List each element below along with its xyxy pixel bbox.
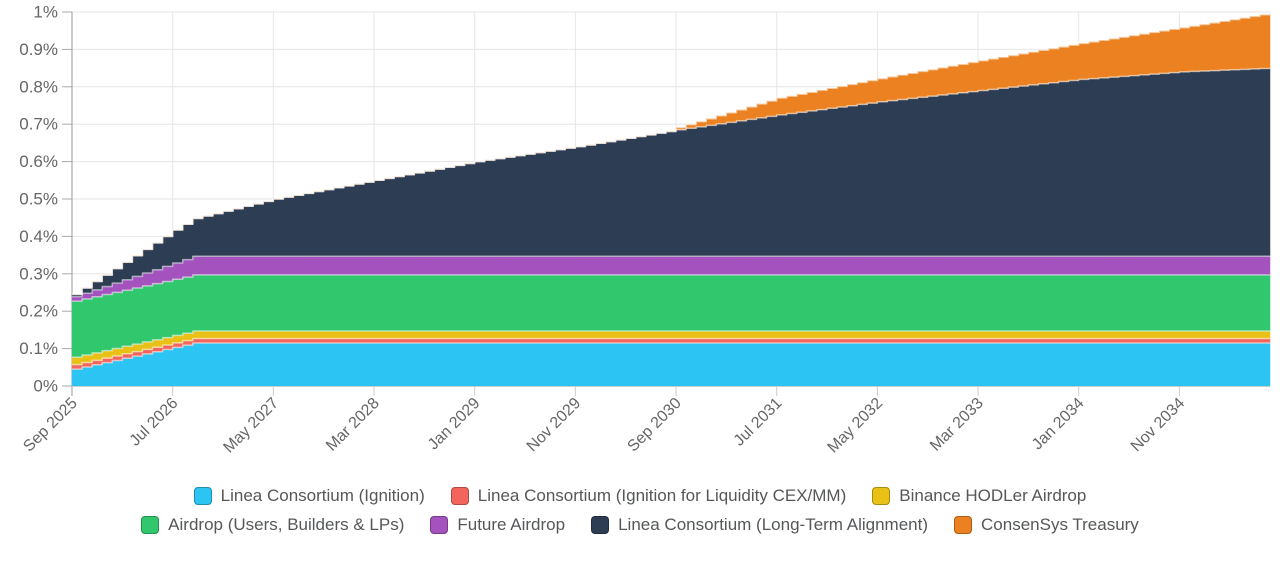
- y-axis-label: 0.9%: [19, 40, 58, 59]
- x-axis-label: Mar 2028: [323, 395, 383, 455]
- chart-legend: Linea Consortium (Ignition) Linea Consort…: [0, 486, 1280, 535]
- legend-row: Linea Consortium (Ignition) Linea Consort…: [193, 486, 1086, 506]
- legend-item-future-airdrop[interactable]: Future Airdrop: [430, 515, 565, 535]
- legend-swatch-ignition-liquidity: [450, 487, 469, 505]
- legend-label: ConsenSys Treasury: [981, 515, 1139, 534]
- y-axis-label: 0.6%: [19, 152, 58, 171]
- chart-svg[interactable]: Sep 2025 Jul 2026 May 2027 Mar 2028 Jan 2029…: [0, 0, 1280, 478]
- legend-label: Linea Consortium (Ignition): [220, 486, 425, 505]
- y-axis-label: 0%: [33, 377, 58, 396]
- legend-swatch-future-airdrop: [430, 516, 449, 534]
- legend-label: Linea Consortium (Long-Term Alignment): [618, 515, 929, 534]
- legend-label: Airdrop (Users, Builders & LPs): [168, 515, 405, 534]
- legend-label: Future Airdrop: [457, 515, 566, 534]
- x-axis-label: Sep 2030: [624, 395, 685, 456]
- y-axis-label: 0.1%: [19, 339, 58, 358]
- x-axis-label: Jul 2026: [127, 395, 182, 450]
- legend-label: Binance HODLer Airdrop: [899, 486, 1087, 505]
- legend-item-ignition-liquidity[interactable]: Linea Consortium (Ignition for Liquidity…: [450, 486, 847, 506]
- y-axis-label: 1%: [33, 3, 58, 22]
- legend-label: Linea Consortium (Ignition for Liquidity…: [477, 486, 847, 505]
- legend-item-long-term[interactable]: Linea Consortium (Long-Term Alignment): [591, 515, 928, 535]
- legend-item-airdrop-users[interactable]: Airdrop (Users, Builders & LPs): [141, 515, 404, 535]
- token-distribution-chart[interactable]: Sep 2025 Jul 2026 May 2027 Mar 2028 Jan 2029…: [0, 0, 1280, 478]
- legend-row: Airdrop (Users, Builders & LPs) Future Ai…: [141, 515, 1139, 535]
- y-axis-label: 0.7%: [19, 115, 58, 134]
- x-axis-label: May 2027: [220, 395, 282, 457]
- y-axis-label: 0.8%: [19, 77, 58, 96]
- x-axis-label: Sep 2025: [20, 395, 81, 456]
- x-axis-label: Mar 2033: [927, 395, 987, 455]
- x-axis-label: Nov 2029: [524, 395, 585, 456]
- y-axis-label: 0.4%: [19, 227, 58, 246]
- y-axis-label: 0.3%: [19, 264, 58, 283]
- series-top-line-ignition: [72, 342, 1270, 370]
- area-series-ignition[interactable]: [71, 342, 1271, 387]
- legend-swatch-airdrop-users: [141, 516, 160, 534]
- legend-swatch-ignition: [193, 487, 212, 505]
- x-axis-label: Jan 2029: [425, 395, 484, 454]
- series-top-line-consensys-treasury: [72, 13, 1271, 296]
- y-axis-label: 0.5%: [19, 190, 58, 209]
- y-axis-label: 0.2%: [19, 302, 58, 321]
- legend-item-binance-hodler[interactable]: Binance HODLer Airdrop: [872, 486, 1086, 506]
- x-axis-label: May 2032: [825, 395, 887, 457]
- series-top-line-binance-hodler: [72, 330, 1270, 358]
- legend-swatch-binance-hodler: [872, 487, 891, 505]
- x-axis-label: Jul 2031: [731, 395, 786, 450]
- series-top-line-ignition-liquidity: [72, 337, 1270, 366]
- x-axis-label: Nov 2034: [1128, 395, 1189, 456]
- series-top-line-airdrop-users: [72, 274, 1270, 302]
- legend-swatch-consensys-treasury: [954, 516, 973, 534]
- legend-item-ignition[interactable]: Linea Consortium (Ignition): [193, 486, 425, 506]
- legend-swatch-long-term: [591, 516, 610, 534]
- series-top-line-future-airdrop: [72, 255, 1270, 298]
- legend-item-consensys-treasury[interactable]: ConsenSys Treasury: [954, 515, 1139, 535]
- x-axis-label: Jan 2034: [1029, 395, 1088, 454]
